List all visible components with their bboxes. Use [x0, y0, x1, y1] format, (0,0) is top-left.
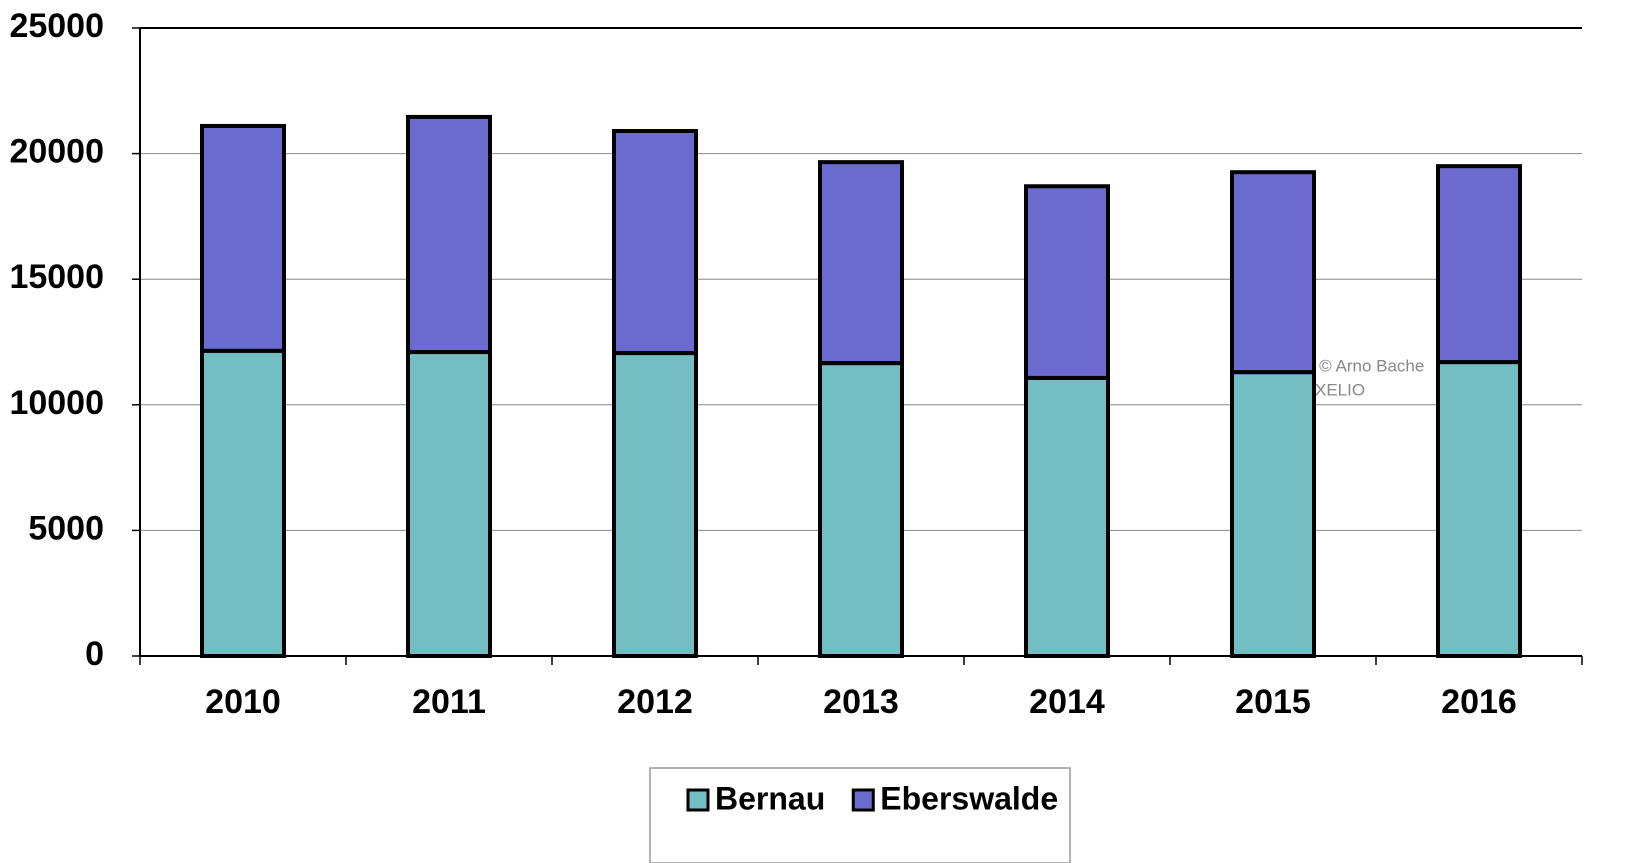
x-tick-label: 2011: [412, 683, 486, 721]
y-tick-label: 5000: [28, 509, 104, 547]
bar-segment: [818, 361, 904, 658]
bar-segment: [1436, 164, 1522, 365]
x-tick-label: 2013: [823, 683, 899, 721]
x-tick-label: 2012: [617, 683, 693, 721]
x-tick-label: 2010: [205, 683, 281, 721]
bar-segment: [406, 350, 492, 658]
watermark-text: d © Arno Bache: [1305, 356, 1424, 375]
y-tick-label: 10000: [9, 384, 104, 422]
x-tick-label: 2016: [1441, 683, 1517, 721]
bar-segment: [612, 351, 698, 658]
bar-segment: [1436, 360, 1522, 658]
y-tick-label: 25000: [9, 7, 104, 45]
legend-label: Bernau: [715, 780, 825, 816]
bar-segment: [1024, 184, 1110, 380]
legend-box: [649, 767, 1071, 863]
bar-segment: [200, 348, 286, 658]
bar-segment: [612, 128, 698, 356]
bar-segment: [1024, 375, 1110, 658]
bar-segment: [200, 123, 286, 353]
x-tick-label: 2014: [1029, 683, 1105, 721]
bar-segment: [1230, 370, 1316, 658]
bar-segment: [1230, 170, 1316, 375]
y-tick-label: 0: [85, 635, 104, 673]
bar-segment: [818, 160, 904, 366]
y-tick-label: 15000: [9, 258, 104, 296]
bar-segment: [406, 114, 492, 355]
legend-swatch: [686, 788, 710, 812]
x-tick-label: 2015: [1235, 683, 1311, 721]
legend-swatch: [851, 788, 875, 812]
y-tick-label: 20000: [9, 133, 104, 171]
watermark-text: XELIO: [1315, 380, 1365, 399]
legend-label: Eberswalde: [880, 780, 1058, 816]
